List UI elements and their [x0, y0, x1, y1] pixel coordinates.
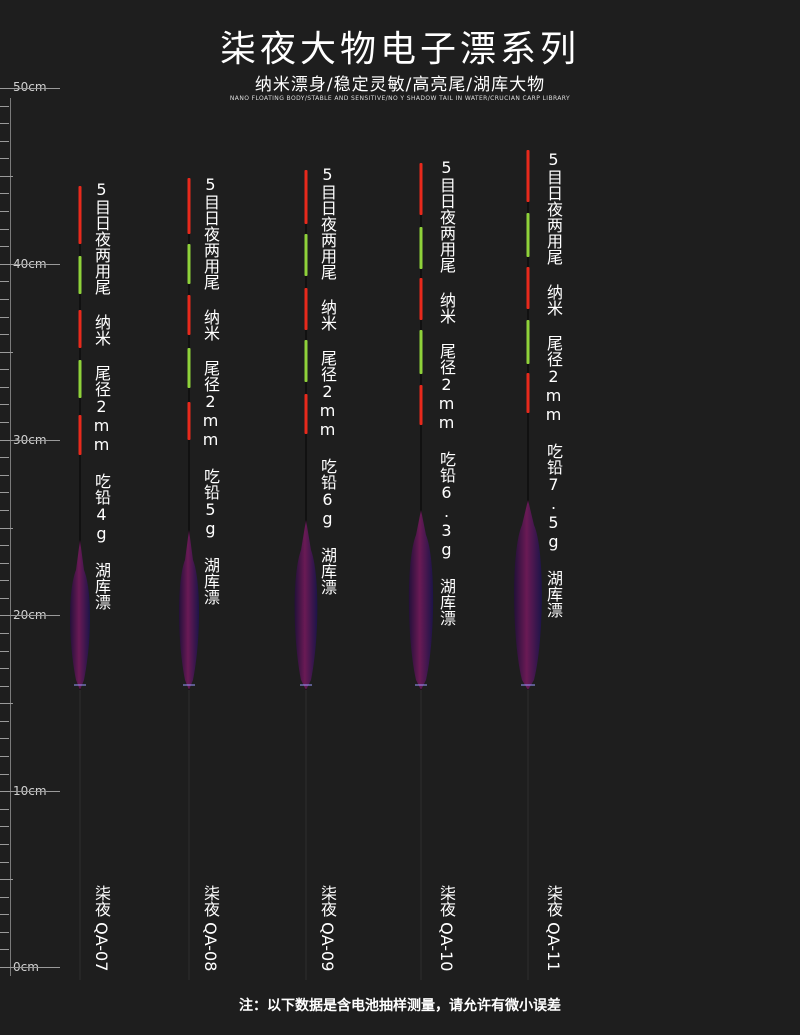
ruler-tick — [0, 475, 9, 476]
float-model: QA-09 — [318, 922, 337, 972]
float-drawing — [294, 170, 318, 980]
float-qa-10: 5目日夜两用尾 纳米 尾径2mm 吃铅6.3g 湖库漂 柒夜 QA-10 — [381, 0, 521, 1035]
ruler-tick — [0, 457, 9, 458]
float-model-label: 柒夜 QA-10 — [437, 885, 456, 972]
ruler-tick — [0, 528, 13, 529]
float-drawing — [408, 163, 434, 980]
float-model: QA-08 — [201, 922, 220, 972]
page-subtitle: 纳米漂身/稳定灵敏/高亮尾/湖库大物 — [254, 75, 546, 95]
ruler-tick — [0, 510, 9, 511]
float-spec-text: 5目日夜两用尾 纳米 尾径2mm 吃铅7.5g 湖库漂 — [544, 150, 563, 618]
ruler-tick — [0, 756, 9, 757]
float-qa-08: 5目日夜两用尾 纳米 尾径2mm 吃铅5g 湖库漂 柒夜 QA-08 — [149, 0, 289, 1035]
float-spec-text: 5目日夜两用尾 纳米 尾径2mm 吃铅6g 湖库漂 — [318, 165, 337, 595]
ruler-tick — [0, 651, 9, 652]
ruler-tick — [0, 299, 9, 300]
float-drawing — [179, 178, 199, 980]
ruler-tick — [0, 158, 9, 159]
float-drawing — [514, 150, 542, 980]
ruler-tick — [0, 334, 9, 335]
ruler-tick — [0, 264, 60, 265]
ruler-axis-line — [10, 98, 11, 976]
ruler-tick — [0, 686, 9, 687]
float-model-label: 柒夜 QA-09 — [318, 885, 337, 972]
float-model-label: 柒夜 QA-07 — [92, 885, 111, 972]
float-model: QA-10 — [437, 922, 456, 972]
ruler-tick — [0, 352, 13, 353]
ruler-tick — [0, 176, 13, 177]
float-spec-text: 5目日夜两用尾 纳米 尾径2mm 吃铅6.3g 湖库漂 — [437, 158, 456, 626]
ruler-tick — [0, 668, 9, 669]
ruler-tick — [0, 897, 9, 898]
ruler-tick — [0, 615, 60, 616]
ruler-tick — [0, 246, 9, 247]
ruler-tick — [0, 281, 9, 282]
ruler-tick — [0, 369, 9, 370]
ruler-tick — [0, 387, 9, 388]
float-qa-09: 5目日夜两用尾 纳米 尾径2mm 吃铅6g 湖库漂 柒夜 QA-09 — [266, 0, 406, 1035]
ruler-tick — [0, 563, 9, 564]
float-drawing — [70, 186, 90, 980]
ruler-label-50cm: 50cm — [13, 80, 47, 94]
ruler-tick — [0, 738, 9, 739]
measurement-ruler: 50cm 40cm 30cm 20cm 10cm 0cm — [0, 0, 60, 1035]
float-model-label: 柒夜 QA-08 — [201, 885, 220, 972]
float-brand: 柒夜 — [544, 885, 563, 917]
ruler-tick — [0, 791, 60, 792]
float-model-label: 柒夜 QA-11 — [544, 885, 563, 972]
ruler-tick — [0, 949, 9, 950]
ruler-tick — [0, 88, 60, 89]
ruler-tick — [0, 141, 9, 142]
ruler-tick — [0, 809, 9, 810]
float-qa-11: 5目日夜两用尾 纳米 尾径2mm 吃铅7.5g 湖库漂 柒夜 QA-11 — [488, 0, 628, 1035]
ruler-tick — [0, 580, 9, 581]
ruler-tick — [0, 211, 9, 212]
ruler-tick — [0, 721, 9, 722]
float-spec-text: 5目日夜两用尾 纳米 尾径2mm 吃铅5g 湖库漂 — [201, 175, 220, 605]
ruler-tick — [0, 862, 9, 863]
ruler-tick — [0, 598, 9, 599]
float-model: QA-11 — [544, 922, 563, 972]
ruler-tick — [0, 633, 9, 634]
ruler-tick — [0, 229, 9, 230]
footer-note: 注：以下数据是含电池抽样测量，请允许有微小误差 — [239, 998, 561, 1014]
float-brand: 柒夜 — [318, 885, 337, 917]
ruler-tick — [0, 826, 9, 827]
float-brand: 柒夜 — [92, 885, 111, 917]
ruler-tick — [0, 492, 9, 493]
ruler-tick — [0, 545, 9, 546]
ruler-tick — [0, 844, 9, 845]
ruler-tick — [0, 914, 9, 915]
page-subtitle-english: NANO FLOATING BODY/STABLE AND SENSITIVE/… — [229, 95, 571, 102]
ruler-tick — [0, 422, 9, 423]
float-brand: 柒夜 — [437, 885, 456, 917]
ruler-tick — [0, 123, 9, 124]
float-qa-07: 5目日夜两用尾 纳米 尾径2mm 吃铅4g 湖库漂 柒夜 QA-07 — [40, 0, 180, 1035]
ruler-tick — [0, 404, 9, 405]
page-title: 柒夜大物电子漂系列 — [219, 29, 580, 70]
ruler-tick — [0, 193, 9, 194]
ruler-tick — [0, 932, 9, 933]
ruler-tick — [0, 967, 60, 968]
ruler-tick — [0, 317, 9, 318]
ruler-tick — [0, 440, 60, 441]
ruler-tick — [0, 774, 9, 775]
float-spec-text: 5目日夜两用尾 纳米 尾径2mm 吃铅4g 湖库漂 — [92, 180, 111, 610]
ruler-tick — [0, 106, 9, 107]
ruler-tick — [0, 879, 13, 880]
float-brand: 柒夜 — [201, 885, 220, 917]
float-model: QA-07 — [92, 922, 111, 972]
ruler-tick — [0, 703, 13, 704]
